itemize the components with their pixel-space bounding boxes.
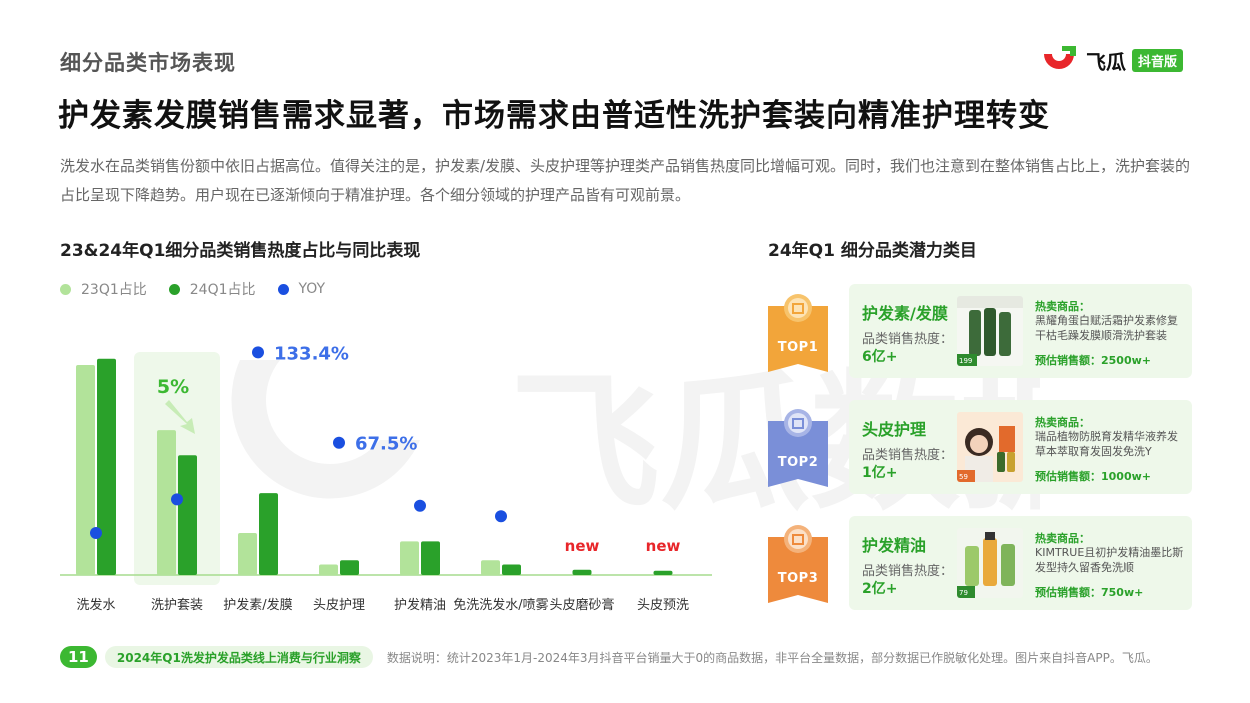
legend-label-24q1: 24Q1占比 [189,282,256,298]
yoy-point [495,510,507,523]
card-heat-value: 6亿+ [862,349,898,365]
description-paragraph: 洗发水在品类销售份额中依旧占据高位。值得关注的是，护发素/发膜、头皮护理等护理类… [60,157,1191,204]
bar-24q1 [259,493,278,575]
bar-24q1 [340,560,359,575]
bar-23q1 [76,365,95,575]
card-hot-label: 热卖商品： [1035,300,1090,313]
card-category-name: 护发精油 [862,536,927,555]
category-tick-label: 头皮磨砂膏 [549,597,614,613]
card-estimated-sales: 预估销售额：1000w+ [1035,470,1151,483]
bar-24q1 [572,569,592,575]
chart-title: 23&24年Q1细分品类销售热度占比与同比表现 [60,241,421,261]
card-product-name: 黑耀角蛋白赋活霜护发素修复干枯毛躁发膜顺滑洗护套装 [1035,314,1178,342]
legend-item-23q1: 23Q1占比 [60,279,147,299]
top3-badge: TOP3 [766,523,830,607]
data-note: 数据说明：统计2023年1月-2024年3月抖音平台销量大于0的商品数据，非平台… [386,650,1158,665]
bar-chart: 洗发水 洗护套装 133.4% 护发素/发膜 67.5% 头皮护理 护发精油 免洗洗发水/喷雾… [60,343,712,613]
category-tick-label: 洗发水 [76,597,115,613]
svg-text:59: 59 [959,473,968,481]
svg-text:79: 79 [959,589,968,597]
highlight-box [134,352,220,585]
product-image-3: 79 [957,528,1023,598]
yoy-data-label: 133.4% [274,343,349,364]
bar-24q1 [421,541,440,575]
legend-dot-24q1 [168,283,180,295]
legend-item-yoy: YOY [277,281,326,297]
card-product-name: 瑞品植物防脱育发精华液养发草本萃取育发固发免洗Y [1035,430,1178,458]
bar-23q1 [157,430,176,575]
top2-badge: TOP2 [766,407,830,491]
category-tick-label: 免洗洗发水/喷雾 [453,597,548,613]
category-tick-label: 头皮护理 [313,598,365,613]
card-hot-label: 热卖商品： [1035,416,1090,429]
legend-label-23q1: 23Q1占比 [81,282,147,298]
potential-card-2: 头皮护理 品类销售热度： 1亿+ 59 热卖商品： 瑞品植物防脱育发精华液养发草… [849,400,1192,494]
bar-23q1 [238,533,257,575]
brand-logo-group: 飞瓜 抖音版 [1040,44,1184,76]
top2-badge-icon [768,409,828,487]
svg-text:199: 199 [959,357,972,365]
footer: 11 2024年Q1洗发护发品类线上消费与行业洞察 数据说明：统计2023年1月… [60,645,1158,669]
top1-rank-label: TOP1 [777,340,819,355]
top1-badge: TOP1 [766,292,830,376]
product-image-1: 199 [957,296,1023,366]
new-label: new [565,537,600,555]
report-name: 2024年Q1洗发护发品类线上消费与行业洞察 [104,646,373,668]
card-category-name: 头皮护理 [862,420,927,439]
chart-legend: 23Q1占比 24Q1占比 YOY [60,279,347,299]
legend-label-yoy: YOY [298,281,326,297]
bar-23q1 [481,560,500,575]
category-tick-label: 护发素/发膜 [223,597,292,613]
new-label: new [646,537,681,555]
card-heat-label: 品类销售热度： [862,332,954,347]
bar-24q1 [97,358,116,575]
bar-24q1 [502,564,521,575]
category-tick-label: 洗护套装 [151,597,203,613]
brand-badge: 抖音版 [1132,48,1184,72]
yoy-point [414,499,426,512]
category-tick-label: 头皮预洗 [637,598,689,613]
card-category-name: 护发素/发膜 [862,304,948,323]
potential-panel-title: 24年Q1 细分品类潜力类目 [768,241,977,261]
card-heat-value: 2亿+ [862,581,898,597]
category-tick-label: 护发精油 [394,597,446,613]
down-arrow-icon [165,400,195,434]
section-title: 细分品类市场表现 [60,51,236,75]
page-title: 护发素发膜销售需求显著，市场需求由普适性洗护套装向精准护理转变 [58,98,1050,134]
yoy-point [90,527,102,539]
potential-card-1: 护发素/发膜 品类销售热度： 6亿+ 199 热卖商品： 黑耀角蛋白赋活霜护发素… [849,284,1192,378]
card-heat-label: 品类销售热度： [862,564,954,579]
top3-rank-label: TOP3 [777,571,819,586]
yoy-point [252,346,264,359]
bar-24q1 [653,570,673,575]
bar-23q1 [400,541,419,575]
yoy-point [333,436,345,449]
top3-badge-icon [768,525,828,603]
yoy-point [171,493,183,506]
bar-24q1 [178,455,197,575]
top1-badge-icon [768,294,828,372]
potential-card-3: 护发精油 品类销售热度： 2亿+ 79 热卖商品： KIMTRUE且初护发精油墨… [849,516,1192,610]
highlight-change-label: 5% [157,376,189,398]
legend-dot-yoy [277,283,289,295]
product-image-2: 59 [957,412,1023,482]
card-estimated-sales: 预估销售额：2500w+ [1035,354,1151,367]
legend-item-24q1: 24Q1占比 [168,279,256,299]
card-product-name: KIMTRUE且初护发精油墨比斯发型持久留香免洗顺 [1035,546,1184,574]
card-heat-value: 1亿+ [862,465,898,481]
page-number: 11 [60,646,97,668]
top2-rank-label: TOP2 [777,455,819,470]
legend-dot-23q1 [60,283,71,295]
bar-23q1 [319,564,338,575]
card-estimated-sales: 预估销售额：750w+ [1035,586,1144,599]
feigua-logo-icon [1044,46,1076,69]
brand-name: 飞瓜 [1086,49,1126,74]
card-heat-label: 品类销售热度： [862,448,954,463]
card-hot-label: 热卖商品： [1035,532,1090,545]
yoy-data-label: 67.5% [355,434,417,455]
